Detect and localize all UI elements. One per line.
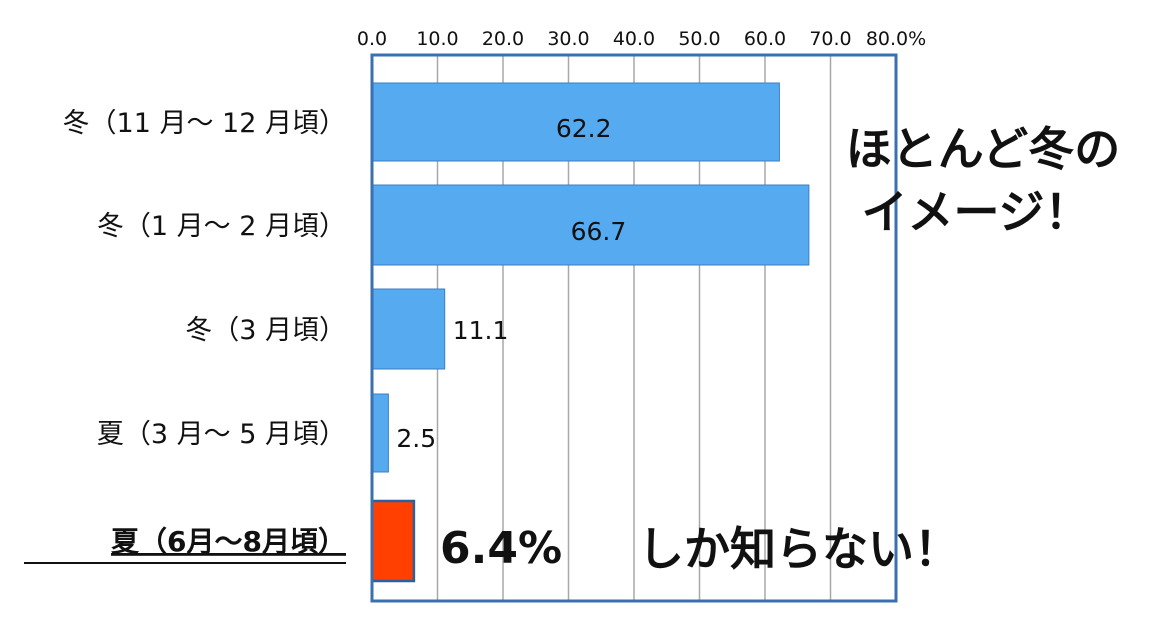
x-tick-label: 50.0 xyxy=(678,28,720,50)
x-tick-label: 40.0 xyxy=(613,28,655,50)
category-label: 冬（3 月頃） xyxy=(185,315,346,346)
category-label: 冬（11 月～ 12 月頃） xyxy=(63,108,346,139)
bar-highlight xyxy=(370,499,416,583)
bar xyxy=(371,393,389,473)
bar xyxy=(371,184,810,266)
annotation-bottom: しか知らない！ xyxy=(638,522,960,576)
x-tick-label: 0.0 xyxy=(357,28,387,50)
x-tick-label: 60.0 xyxy=(744,28,786,50)
x-tick-label: 70.0 xyxy=(809,28,851,50)
x-tick-label: 10.0 xyxy=(416,28,458,50)
plot-frame xyxy=(370,53,898,603)
category-label: 夏（6月～8月頃） xyxy=(111,525,346,558)
x-tick-label: 20.0 xyxy=(482,28,524,50)
bar xyxy=(371,288,446,370)
data-label: 11.1 xyxy=(453,316,509,345)
data-label: 62.2 xyxy=(556,114,612,143)
category-labels: 冬（11 月～ 12 月頃） 冬（1 月～ 2 月頃） 冬（3 月頃） 夏（3 月～ … xyxy=(24,108,346,564)
category-label: 冬（1 月～ 2 月頃） xyxy=(97,211,346,242)
annotation-right-line1: ほとんど冬の xyxy=(846,122,1121,176)
x-tick-label: 80.0% xyxy=(866,28,926,50)
bars xyxy=(370,82,810,583)
data-label: 2.5 xyxy=(396,424,436,453)
x-tick-label: 30.0 xyxy=(547,28,589,50)
data-labels: 62.2 66.7 11.1 2.5 6.4% xyxy=(396,114,626,574)
annotation-right-line2: イメージ！ xyxy=(861,185,1090,239)
data-label: 66.7 xyxy=(571,217,627,246)
x-axis-ticks: 0.0 10.0 20.0 30.0 40.0 50.0 60.0 70.0 80.0% xyxy=(357,28,926,50)
category-label: 夏（3 月～ 5 月頃） xyxy=(97,419,346,450)
data-label: 6.4% xyxy=(440,523,562,574)
